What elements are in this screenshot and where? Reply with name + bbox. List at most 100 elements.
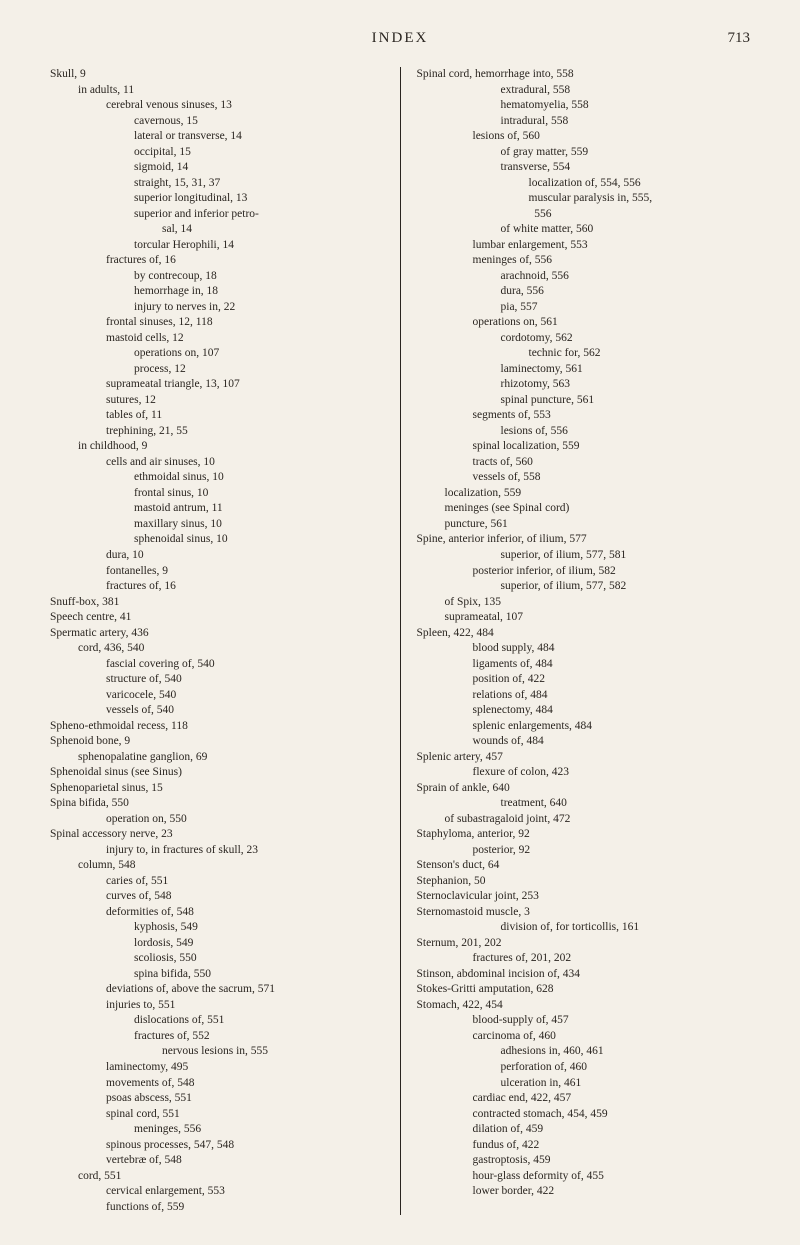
index-entry: wounds of, 484 (417, 734, 751, 750)
index-entry: Spinal cord, hemorrhage into, 558 (417, 67, 751, 83)
index-entry: lateral or transverse, 14 (50, 129, 384, 145)
index-entry: superior, of ilium, 577, 581 (417, 548, 751, 564)
index-entry: of gray matter, 559 (417, 145, 751, 161)
index-entry: trephining, 21, 55 (50, 424, 384, 440)
index-entry: localization, 559 (417, 486, 751, 502)
index-entry: torcular Herophili, 14 (50, 238, 384, 254)
index-entry: laminectomy, 561 (417, 362, 751, 378)
index-entry: splenectomy, 484 (417, 703, 751, 719)
index-entry: cordotomy, 562 (417, 331, 751, 347)
index-entry: tracts of, 560 (417, 455, 751, 471)
index-entry: vertebræ of, 548 (50, 1153, 384, 1169)
index-entry: cord, 436, 540 (50, 641, 384, 657)
index-entry: blood-supply of, 457 (417, 1013, 751, 1029)
index-entry: kyphosis, 549 (50, 920, 384, 936)
index-entry: adhesions in, 460, 461 (417, 1044, 751, 1060)
index-entry: ulceration in, 461 (417, 1076, 751, 1092)
index-entry: cervical enlargement, 553 (50, 1184, 384, 1200)
index-entry: movements of, 548 (50, 1076, 384, 1092)
index-entry: lesions of, 556 (417, 424, 751, 440)
index-entry: lesions of, 560 (417, 129, 751, 145)
index-entry: meninges (see Spinal cord) (417, 501, 751, 517)
index-entry: technic for, 562 (417, 346, 751, 362)
index-entry: meninges, 556 (50, 1122, 384, 1138)
index-entry: cord, 551 (50, 1169, 384, 1185)
index-entry: ethmoidal sinus, 10 (50, 470, 384, 486)
index-entry: in childhood, 9 (50, 439, 384, 455)
index-entry: hour-glass deformity of, 455 (417, 1169, 751, 1185)
right-column: Spinal cord, hemorrhage into, 558extradu… (417, 67, 751, 1215)
page-number: 713 (728, 30, 751, 47)
index-entry: frontal sinuses, 12, 118 (50, 315, 384, 331)
index-entry: Stokes-Gritti amputation, 628 (417, 982, 751, 998)
index-entry: Spleen, 422, 484 (417, 626, 751, 642)
index-entry: cells and air sinuses, 10 (50, 455, 384, 471)
index-entry: operations on, 107 (50, 346, 384, 362)
index-entry: of subastragaloid joint, 472 (417, 812, 751, 828)
index-entry: Spheno-ethmoidal recess, 118 (50, 719, 384, 735)
index-entry: suprameatal triangle, 13, 107 (50, 377, 384, 393)
index-entry: splenic enlargements, 484 (417, 719, 751, 735)
index-entry: mastoid cells, 12 (50, 331, 384, 347)
index-entry: localization of, 554, 556 (417, 176, 751, 192)
column-divider (400, 67, 401, 1215)
index-entry: tables of, 11 (50, 408, 384, 424)
index-entry: of Spix, 135 (417, 595, 751, 611)
index-entry: spinal localization, 559 (417, 439, 751, 455)
index-entry: spina bifida, 550 (50, 967, 384, 983)
index-entry: cavernous, 15 (50, 114, 384, 130)
index-entry: pia, 557 (417, 300, 751, 316)
index-entry: superior and inferior petro- (50, 207, 384, 223)
index-entry: dura, 10 (50, 548, 384, 564)
index-entry: Splenic artery, 457 (417, 750, 751, 766)
index-entry: Stinson, abdominal incision of, 434 (417, 967, 751, 983)
header-title: INDEX (372, 30, 429, 47)
index-entry: perforation of, 460 (417, 1060, 751, 1076)
index-entry: functions of, 559 (50, 1200, 384, 1216)
index-entry: spinal cord, 551 (50, 1107, 384, 1123)
index-entry: maxillary sinus, 10 (50, 517, 384, 533)
index-entry: lower border, 422 (417, 1184, 751, 1200)
index-entry: laminectomy, 495 (50, 1060, 384, 1076)
index-entry: Spine, anterior inferior, of ilium, 577 (417, 532, 751, 548)
index-entry: posterior, 92 (417, 843, 751, 859)
index-entry: carcinoma of, 460 (417, 1029, 751, 1045)
index-entry: Sphenoidal sinus (see Sinus) (50, 765, 384, 781)
index-entry: straight, 15, 31, 37 (50, 176, 384, 192)
index-entry: column, 548 (50, 858, 384, 874)
index-entry: fractures of, 201, 202 (417, 951, 751, 967)
index-entry: superior, of ilium, 577, 582 (417, 579, 751, 595)
index-entry: Stenson's duct, 64 (417, 858, 751, 874)
index-entry: sal, 14 (50, 222, 384, 238)
index-entry: in adults, 11 (50, 83, 384, 99)
index-entry: psoas abscess, 551 (50, 1091, 384, 1107)
index-entry: cerebral venous sinuses, 13 (50, 98, 384, 114)
index-entry: Snuff-box, 381 (50, 595, 384, 611)
index-entry: fractures of, 552 (50, 1029, 384, 1045)
index-entry: Sprain of ankle, 640 (417, 781, 751, 797)
index-entry: occipital, 15 (50, 145, 384, 161)
index-entry: dura, 556 (417, 284, 751, 300)
index-entry: arachnoid, 556 (417, 269, 751, 285)
index-entry: sigmoid, 14 (50, 160, 384, 176)
index-entry: Spinal accessory nerve, 23 (50, 827, 384, 843)
index-entry: curves of, 548 (50, 889, 384, 905)
index-entry: injury to nerves in, 22 (50, 300, 384, 316)
index-entry: extradural, 558 (417, 83, 751, 99)
index-entry: Sphenoparietal sinus, 15 (50, 781, 384, 797)
index-entry: rhizotomy, 563 (417, 377, 751, 393)
index-entry: sphenoidal sinus, 10 (50, 532, 384, 548)
index-entry: varicocele, 540 (50, 688, 384, 704)
index-entry: 556 (417, 207, 751, 223)
index-entry: blood supply, 484 (417, 641, 751, 657)
index-entry: relations of, 484 (417, 688, 751, 704)
index-entry: of white matter, 560 (417, 222, 751, 238)
page-header: INDEX 713 (50, 30, 750, 47)
index-entry: puncture, 561 (417, 517, 751, 533)
index-entry: ligaments of, 484 (417, 657, 751, 673)
index-entry: injury to, in fractures of skull, 23 (50, 843, 384, 859)
index-entry: caries of, 551 (50, 874, 384, 890)
index-entry: Spina bifida, 550 (50, 796, 384, 812)
index-entry: Stephanion, 50 (417, 874, 751, 890)
index-entry: position of, 422 (417, 672, 751, 688)
